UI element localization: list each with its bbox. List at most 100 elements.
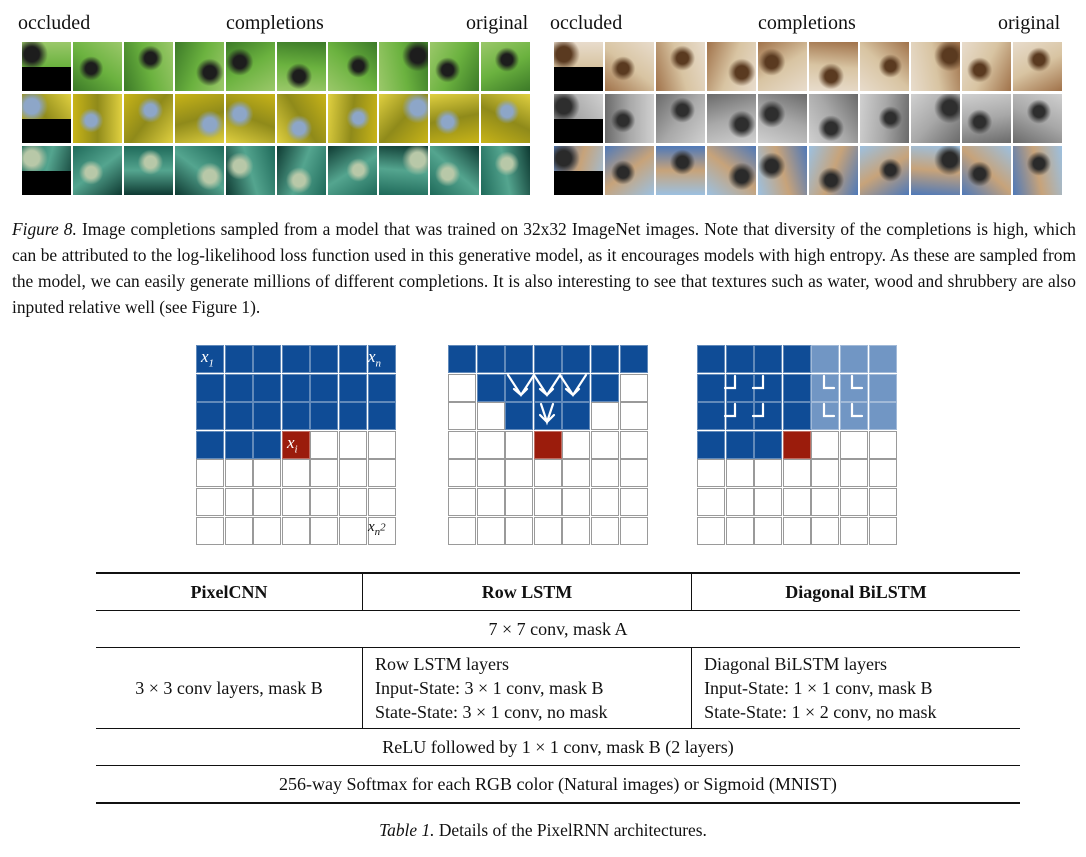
grid-cell bbox=[868, 488, 897, 516]
grid-cell bbox=[281, 373, 310, 402]
grid-cell bbox=[448, 488, 476, 516]
thumbnail-image bbox=[22, 42, 71, 91]
arrow-icon bbox=[538, 402, 556, 426]
thumbnail-image bbox=[430, 42, 479, 91]
table-row: 256-way Softmax for each RGB color (Natu… bbox=[96, 766, 1020, 803]
grid-cell bbox=[840, 516, 868, 545]
grid-cell bbox=[196, 402, 224, 431]
grid-cell bbox=[505, 402, 534, 431]
occlusion-mask bbox=[554, 171, 603, 195]
grid-cell bbox=[505, 345, 534, 373]
grid-cell bbox=[476, 459, 505, 488]
thumbnail-image bbox=[758, 94, 807, 143]
thumbnail-image bbox=[430, 146, 479, 195]
thumbnail-image bbox=[605, 94, 654, 143]
grid-cell bbox=[754, 345, 783, 373]
grid-cell bbox=[476, 430, 505, 459]
thumbnail-image bbox=[911, 94, 960, 143]
grid-cell bbox=[476, 345, 505, 373]
grid-cell bbox=[281, 459, 310, 488]
grid-cell bbox=[868, 402, 897, 431]
table-cell-pixelcnn-layers: 3 × 3 conv layers, mask B bbox=[135, 677, 323, 698]
grid-cell bbox=[782, 430, 811, 459]
grid-cell bbox=[725, 459, 754, 488]
grid-cell bbox=[811, 459, 840, 488]
thumbnail-image bbox=[809, 94, 858, 143]
thumbnail-image bbox=[124, 146, 173, 195]
grid-cell bbox=[697, 516, 725, 545]
grid-cell bbox=[310, 345, 339, 373]
grid-cell bbox=[533, 345, 562, 373]
grid-cell bbox=[562, 459, 591, 488]
thumbnail-image bbox=[328, 94, 377, 143]
grid-cell bbox=[448, 345, 476, 373]
grid-cell bbox=[868, 345, 897, 373]
grid-cell bbox=[196, 488, 224, 516]
grid-cell bbox=[840, 488, 868, 516]
table1-caption: Table 1. Details of the PixelRNN archite… bbox=[0, 820, 1086, 841]
grid-cell bbox=[310, 516, 339, 545]
thumbnail-image bbox=[328, 42, 377, 91]
thumbnail-image bbox=[860, 42, 909, 91]
thumbnail-image bbox=[379, 94, 428, 143]
grid-cell bbox=[697, 345, 725, 373]
grid-cell bbox=[725, 430, 754, 459]
grid-cell bbox=[505, 459, 534, 488]
grid-cell bbox=[754, 516, 783, 545]
table-cell-row-lstm-layers: Row LSTM layers Input-State: 3 × 1 conv,… bbox=[361, 647, 693, 729]
grid-cell bbox=[562, 430, 591, 459]
occlusion-mask bbox=[554, 119, 603, 143]
grid-cell bbox=[253, 459, 282, 488]
thumbnail-image bbox=[1013, 94, 1062, 143]
grid-cell bbox=[591, 459, 619, 488]
grid-cell bbox=[782, 516, 811, 545]
panel1-header-completions: completions bbox=[226, 12, 324, 34]
grid-cell bbox=[725, 516, 754, 545]
thumbnail-image bbox=[707, 42, 756, 91]
row-lstm-arrows bbox=[506, 373, 588, 426]
grid-cell bbox=[224, 402, 253, 431]
grid-cell bbox=[196, 516, 224, 545]
grid-cell bbox=[782, 488, 811, 516]
thumbnail-image bbox=[73, 42, 122, 91]
grid-cell bbox=[868, 459, 897, 488]
grid-cell bbox=[448, 459, 476, 488]
grid-cell bbox=[562, 516, 591, 545]
thumbnail-image bbox=[1013, 146, 1062, 195]
thumbnail-image bbox=[22, 94, 71, 143]
thumbnail-image bbox=[22, 146, 71, 195]
grid-cell bbox=[224, 516, 253, 545]
header-pixelcnn: PixelCNN bbox=[190, 581, 268, 602]
thumbnail-image bbox=[809, 42, 858, 91]
thumbnail-image bbox=[277, 42, 326, 91]
grid-cell bbox=[811, 488, 840, 516]
table1-caption-text: Details of the PixelRNN architectures. bbox=[434, 820, 707, 840]
thumbnail-image bbox=[962, 94, 1011, 143]
arrow-icon bbox=[850, 374, 864, 390]
label-xn2: xn2 bbox=[368, 519, 386, 538]
grid-cell bbox=[591, 373, 619, 402]
thumbnail-image bbox=[124, 42, 173, 91]
figure8-caption-label: Figure 8. bbox=[12, 219, 77, 239]
thumbnail-image bbox=[277, 94, 326, 143]
table-cell-relu: ReLU followed by 1 × 1 conv, mask B (2 l… bbox=[382, 736, 734, 757]
grid-cell bbox=[196, 373, 224, 402]
grid-cell bbox=[310, 402, 339, 431]
occlusion-mask bbox=[22, 67, 71, 91]
grid-cell bbox=[448, 373, 476, 402]
grid-cell bbox=[754, 430, 783, 459]
grid-cell bbox=[339, 488, 367, 516]
grid-cell bbox=[840, 430, 868, 459]
grid-cell bbox=[591, 516, 619, 545]
thumbnail-image bbox=[656, 146, 705, 195]
grid-cell bbox=[253, 516, 282, 545]
grid-cell bbox=[196, 345, 224, 373]
grid-cell bbox=[476, 516, 505, 545]
grid-cell bbox=[253, 488, 282, 516]
thumbnail-image bbox=[481, 94, 530, 143]
grid-cell bbox=[562, 345, 591, 373]
thumbnail-image bbox=[707, 146, 756, 195]
grid-cell bbox=[224, 345, 253, 373]
panel1-header-original: original bbox=[466, 12, 529, 34]
grid-cell bbox=[505, 373, 534, 402]
